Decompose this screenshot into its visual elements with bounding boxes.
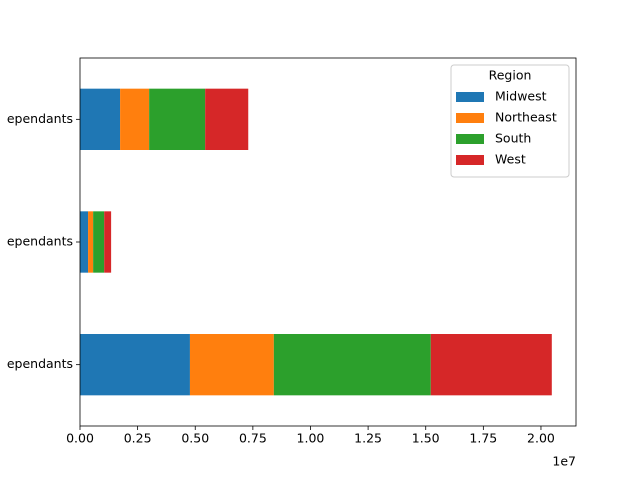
- x-offset-label: 1e7: [552, 454, 576, 469]
- legend-label: Midwest: [495, 89, 547, 104]
- x-tick-label: 1.75: [469, 431, 497, 446]
- bar-segment: [273, 334, 431, 396]
- legend-swatch: [456, 92, 484, 102]
- bar-segment: [189, 334, 274, 396]
- legend-label: South: [495, 131, 531, 146]
- x-tick-label: 0.75: [239, 431, 267, 446]
- plot-frame: [79, 57, 577, 427]
- x-tick-label: 0.25: [124, 431, 152, 446]
- bar-segment: [88, 211, 94, 273]
- legend-swatch: [456, 155, 484, 165]
- x-tick-label: 1.00: [297, 431, 325, 446]
- bar-segment: [430, 334, 552, 396]
- bar-segment: [93, 211, 105, 273]
- legend-swatch: [456, 134, 484, 144]
- y-tick-label: ependants: [7, 111, 73, 126]
- bar-segment: [104, 211, 112, 273]
- bar-segment: [205, 88, 249, 150]
- x-tick-label: 1.50: [412, 431, 440, 446]
- y-tick-label: ependants: [7, 234, 73, 249]
- bar-segment: [80, 334, 190, 396]
- y-tick-label: ependants: [7, 356, 73, 371]
- bar-segment: [120, 88, 150, 150]
- x-tick-label: 0.50: [181, 431, 209, 446]
- legend-title: Region: [489, 68, 532, 83]
- legend-label: West: [495, 152, 526, 167]
- x-tick-label: 2.00: [527, 431, 555, 446]
- x-tick-label: 0.00: [66, 431, 94, 446]
- bar-segment: [149, 88, 206, 150]
- bar-segment: [80, 88, 121, 150]
- x-tick-label: 1.25: [354, 431, 382, 446]
- bar-segment: [80, 211, 89, 273]
- legend-swatch: [456, 113, 484, 123]
- legend-label: Northeast: [495, 110, 557, 125]
